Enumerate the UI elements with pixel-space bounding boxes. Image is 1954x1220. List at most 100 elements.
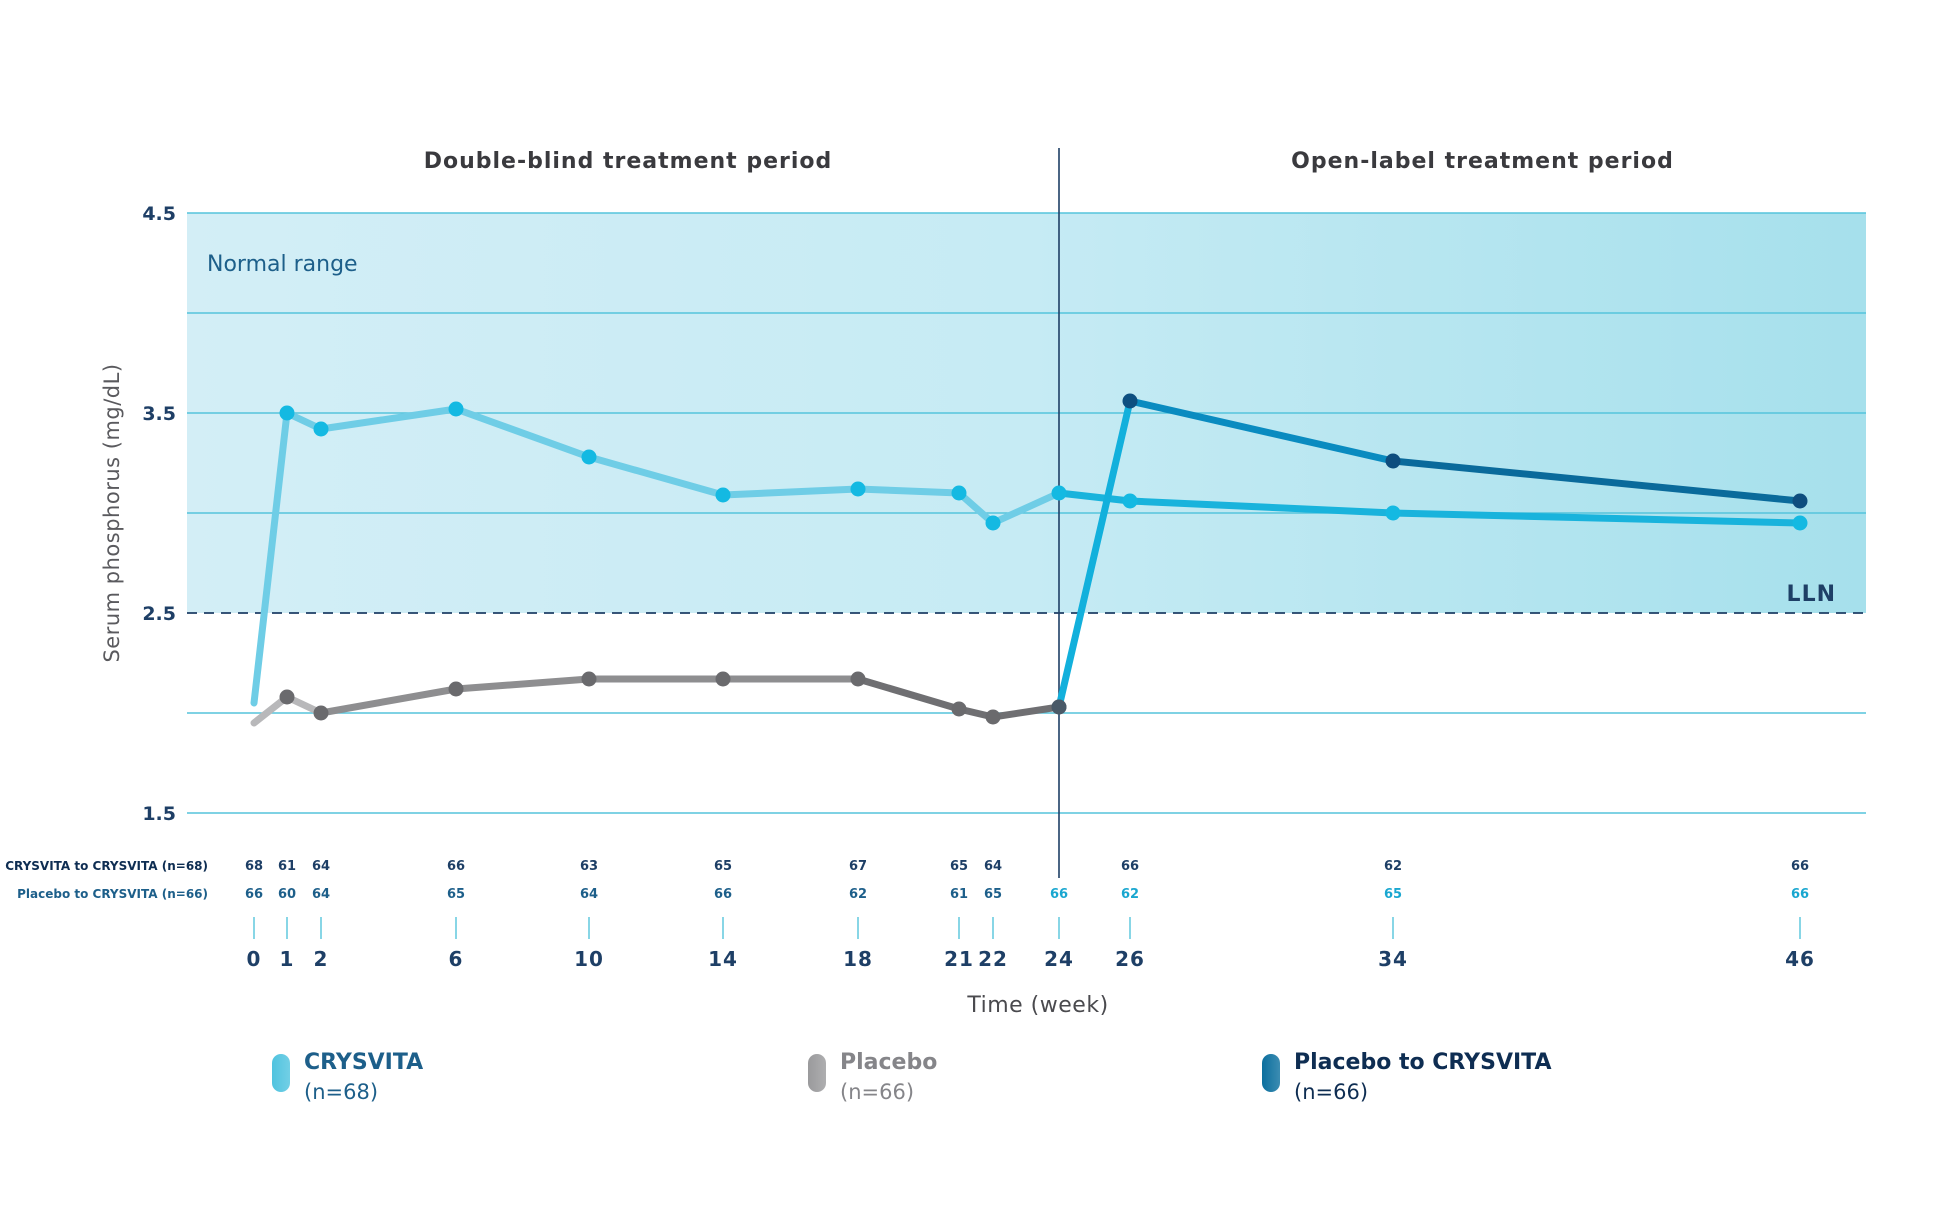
legend-series-n: (n=68) [304, 1080, 379, 1104]
n-row-value: 64 [312, 887, 330, 902]
n-row-value: 66 [1050, 887, 1068, 902]
series-segment-placebo-to-crysvita [1389, 457, 1804, 505]
series-segment-crysvita [1055, 489, 1134, 505]
n-row-value: 64 [312, 859, 330, 874]
series-segment-crysvita [317, 405, 460, 433]
data-point-placebo-to-crysvita [1792, 493, 1808, 509]
y-tick-label: 1.5 [142, 803, 176, 825]
legend-item: Placebo to CRYSVITA (n=66) [1262, 1048, 1551, 1106]
x-tick-label: 10 [574, 947, 604, 971]
y-tick-label: 4.5 [142, 203, 176, 225]
data-point-placebo [850, 671, 866, 687]
x-tick-label: 1 [280, 947, 295, 971]
data-point-crysvita [951, 485, 967, 501]
x-tick-label: 21 [944, 947, 974, 971]
legend-text: CRYSVITA (n=68) [304, 1048, 423, 1106]
series-segment-crysvita [585, 453, 727, 499]
series-segment-crysvita [989, 489, 1063, 527]
data-point-crysvita [850, 481, 866, 497]
data-point-placebo [313, 705, 329, 721]
n-row-value: 65 [1384, 887, 1402, 902]
data-point-crysvita [1051, 485, 1067, 501]
y-tick-label: 3.5 [142, 403, 176, 425]
legend-series-name: Placebo to CRYSVITA [1294, 1050, 1552, 1075]
n-row-value: 62 [849, 887, 867, 902]
n-row-value: 66 [447, 859, 465, 874]
period-title-open-label: Open-label treatment period [1291, 149, 1674, 174]
data-point-crysvita [715, 487, 731, 503]
series-segment-crysvita [250, 409, 291, 707]
series-segment-crysvita [719, 485, 862, 499]
normal-range-label: Normal range [207, 252, 358, 277]
legend-text: Placebo (n=66) [840, 1048, 937, 1106]
series-segment-crysvita [955, 489, 997, 527]
series-segment-crysvita [452, 405, 593, 461]
n-row-value: 65 [950, 859, 968, 874]
series-segment-placebo [989, 703, 1063, 721]
series-segment-placebo [452, 675, 593, 693]
data-point-crysvita [581, 449, 597, 465]
data-point-crysvita [985, 515, 1001, 531]
legend-series-n: (n=66) [1294, 1080, 1369, 1104]
n-row-value: 64 [580, 887, 598, 902]
series-segment-placebo-to-crysvita [1126, 397, 1397, 465]
data-point-placebo-to-crysvita [1385, 453, 1401, 469]
n-row-label: Placebo to CRYSVITA (n=66) [17, 887, 208, 901]
n-row-value: 62 [1121, 887, 1139, 902]
x-tick-label: 6 [449, 947, 464, 971]
n-row-value: 66 [1791, 859, 1809, 874]
series-segment-placebo-to-crysvita [1055, 397, 1134, 711]
data-point-placebo-to-crysvita [1051, 699, 1067, 715]
x-tick-label: 46 [1785, 947, 1815, 971]
legend-series-name: Placebo [840, 1050, 938, 1075]
series-segment-placebo [317, 685, 460, 717]
legend-text: Placebo to CRYSVITA (n=66) [1294, 1048, 1551, 1106]
n-row-value: 63 [580, 859, 598, 874]
x-axis-label: Time (week) [966, 993, 1108, 1018]
series-segment-crysvita [854, 485, 963, 497]
legend-item: CRYSVITA (n=68) [272, 1048, 423, 1106]
series-segment-crysvita [1389, 509, 1804, 527]
x-tick-label: 22 [978, 947, 1008, 971]
n-row-value: 64 [984, 859, 1002, 874]
y-axis-label: Serum phosphorus (mg/dL) [100, 363, 124, 662]
n-row-value: 68 [245, 859, 263, 874]
data-point-crysvita [1792, 515, 1808, 531]
series-segment-crysvita [1126, 497, 1397, 517]
data-point-placebo [448, 681, 464, 697]
legend-swatch [808, 1054, 826, 1092]
data-point-placebo [985, 709, 1001, 725]
data-point-crysvita [1122, 493, 1138, 509]
period-title-double-blind: Double-blind treatment period [424, 149, 833, 174]
legend-series-n: (n=66) [840, 1080, 915, 1104]
data-point-crysvita [1385, 505, 1401, 521]
legend-swatch [1262, 1054, 1280, 1092]
x-tick-label: 24 [1044, 947, 1074, 971]
x-tick-label: 14 [708, 947, 738, 971]
data-point-placebo [279, 689, 295, 705]
y-tick-label: 2.5 [142, 603, 176, 625]
legend-item: Placebo (n=66) [808, 1048, 937, 1106]
n-row-value: 65 [447, 887, 465, 902]
legend-series-name: CRYSVITA [304, 1050, 424, 1075]
x-tick-label: 0 [247, 947, 262, 971]
n-row-value: 66 [714, 887, 732, 902]
x-tick-label: 34 [1378, 947, 1408, 971]
n-row-value: 67 [849, 859, 867, 874]
n-row-value: 62 [1384, 859, 1402, 874]
data-point-crysvita [279, 405, 295, 421]
legend-swatch [272, 1054, 290, 1092]
x-tick-label: 26 [1115, 947, 1145, 971]
x-tick-label: 18 [843, 947, 873, 971]
n-row-value: 61 [950, 887, 968, 902]
data-point-crysvita [313, 421, 329, 437]
n-row-value: 60 [278, 887, 296, 902]
n-row-label: CRYSVITA to CRYSVITA (n=68) [5, 859, 208, 873]
n-row-value: 65 [984, 887, 1002, 902]
lln-label: LLN [1787, 582, 1836, 607]
data-point-crysvita [448, 401, 464, 417]
n-row-value: 66 [245, 887, 263, 902]
n-row-value: 66 [1791, 887, 1809, 902]
n-row-value: 66 [1121, 859, 1139, 874]
